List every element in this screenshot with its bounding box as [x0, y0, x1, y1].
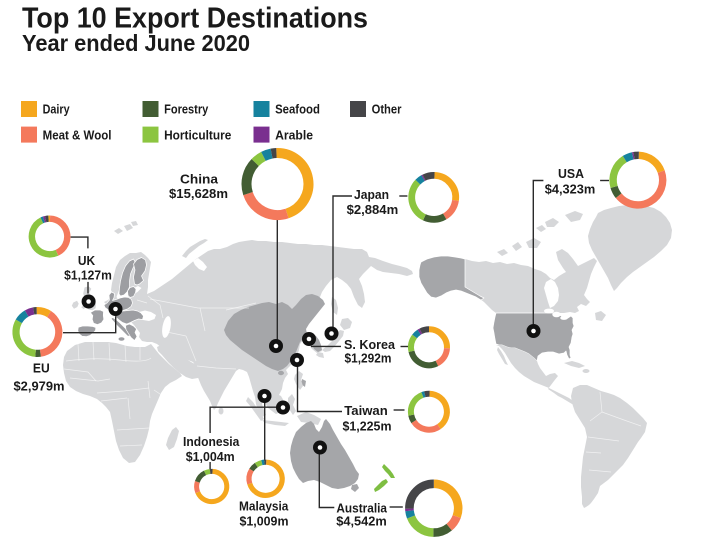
svg-text:EU: EU: [33, 361, 50, 376]
svg-text:Seafood: Seafood: [275, 102, 320, 117]
svg-text:$1,225m: $1,225m: [343, 418, 392, 433]
svg-text:Year ended June 2020: Year ended June 2020: [22, 30, 250, 56]
svg-text:USA: USA: [558, 166, 585, 181]
svg-text:Arable: Arable: [275, 127, 313, 142]
svg-text:$4,323m: $4,323m: [545, 182, 596, 197]
svg-text:Japan: Japan: [354, 187, 389, 202]
svg-text:Other: Other: [372, 102, 402, 117]
svg-text:$2,979m: $2,979m: [14, 379, 65, 394]
svg-text:Forestry: Forestry: [164, 102, 209, 117]
svg-text:$1,009m: $1,009m: [240, 514, 289, 529]
svg-text:$1,004m: $1,004m: [186, 449, 235, 464]
svg-text:Malaysia: Malaysia: [239, 499, 289, 514]
svg-text:S. Korea: S. Korea: [344, 337, 396, 352]
svg-text:$1,292m: $1,292m: [345, 351, 392, 366]
svg-text:Dairy: Dairy: [43, 102, 71, 117]
svg-text:Australia: Australia: [336, 500, 387, 515]
svg-text:$1,127m: $1,127m: [64, 267, 112, 282]
svg-text:$4,542m: $4,542m: [336, 514, 387, 529]
svg-text:Top 10 Export Destinations: Top 10 Export Destinations: [22, 3, 368, 35]
svg-text:Taiwan: Taiwan: [344, 403, 388, 418]
svg-text:China: China: [180, 172, 219, 187]
svg-text:$15,628m: $15,628m: [169, 186, 228, 201]
svg-text:Horticulture: Horticulture: [164, 127, 231, 142]
svg-text:Indonesia: Indonesia: [183, 434, 240, 449]
svg-text:Meat & Wool: Meat & Wool: [43, 127, 112, 142]
svg-text:$2,884m: $2,884m: [347, 202, 399, 217]
svg-text:UK: UK: [78, 253, 96, 268]
